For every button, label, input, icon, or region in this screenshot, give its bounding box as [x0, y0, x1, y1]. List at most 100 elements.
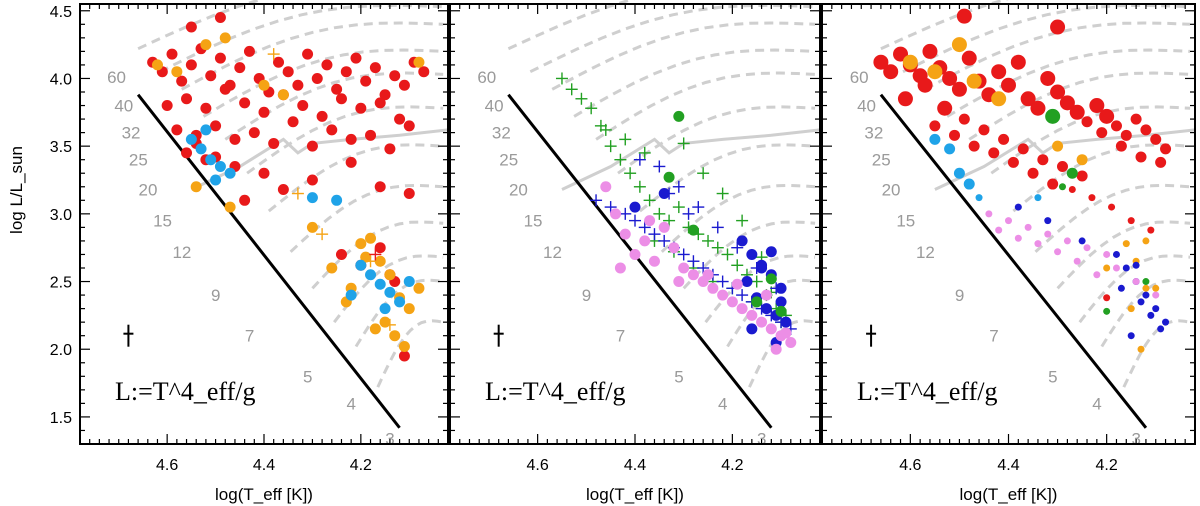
evolution-track — [573, 48, 816, 118]
data-point — [944, 143, 956, 155]
data-point — [258, 167, 270, 179]
data-point — [751, 296, 763, 308]
series-lightblue — [929, 133, 1042, 202]
data-point — [403, 188, 415, 200]
data-point — [736, 303, 748, 315]
data-point — [702, 269, 714, 281]
data-point — [1142, 291, 1150, 299]
series-red-plus — [369, 248, 382, 261]
data-point — [1001, 77, 1016, 93]
data-point — [1034, 194, 1042, 202]
data-point — [214, 160, 226, 172]
data-point — [200, 39, 212, 51]
data-point — [963, 178, 975, 190]
data-point — [687, 269, 699, 281]
data-point — [331, 83, 343, 95]
error-bar — [123, 324, 134, 347]
data-point-plus — [682, 207, 695, 220]
data-point-plus — [750, 275, 763, 288]
data-point — [384, 286, 396, 298]
mass-label: 32 — [864, 124, 883, 143]
mass-label: 7 — [245, 327, 254, 346]
data-point-plus — [638, 146, 651, 159]
data-point — [185, 133, 197, 145]
evolution-track — [924, 21, 1191, 91]
data-point — [306, 174, 318, 186]
y-tick-label: 1.5 — [50, 410, 72, 427]
zams-line — [507, 93, 773, 429]
data-point — [1014, 203, 1022, 211]
mass-label: 9 — [582, 286, 591, 305]
data-point — [345, 156, 357, 168]
mass-label: 60 — [107, 68, 126, 87]
data-point-plus — [369, 248, 382, 261]
data-point — [1099, 108, 1115, 124]
data-point — [1030, 100, 1046, 116]
data-point-plus — [585, 102, 598, 115]
data-point — [374, 255, 386, 267]
data-point — [151, 59, 163, 71]
evolution-track — [968, 71, 1191, 141]
data-point — [258, 106, 270, 118]
series-orange — [151, 32, 425, 353]
evolution-track — [159, 3, 444, 74]
data-point-plus — [565, 83, 578, 96]
series-orange-plus — [267, 48, 396, 331]
data-point-plus — [697, 262, 710, 274]
data-point — [355, 238, 367, 250]
evolution-track — [902, 3, 1191, 74]
data-point — [210, 174, 222, 186]
evolution-track — [376, 319, 444, 388]
data-point — [1103, 294, 1111, 302]
mass-label: 9 — [211, 286, 220, 305]
data-point — [951, 81, 967, 97]
data-point — [287, 116, 299, 128]
data-point — [297, 100, 309, 112]
data-point — [200, 124, 212, 136]
data-point-plus — [677, 137, 690, 150]
data-point — [929, 133, 941, 145]
data-point-plus — [633, 153, 646, 166]
x-tick-label: 4.2 — [721, 457, 743, 474]
data-point — [658, 221, 670, 233]
data-point-plus — [604, 140, 617, 153]
data-point — [1108, 203, 1116, 211]
data-point-plus — [721, 248, 734, 261]
mass-label: 4 — [1092, 394, 1101, 413]
data-point — [1130, 113, 1142, 125]
data-point — [1076, 154, 1088, 166]
mass-label: 9 — [955, 286, 964, 305]
mass-label: 40 — [857, 97, 876, 116]
data-point — [951, 37, 967, 53]
data-point — [600, 181, 612, 193]
data-point — [658, 188, 670, 200]
data-point — [775, 282, 787, 294]
data-point — [369, 62, 381, 74]
formula-annotation: L:=T^4_eff/g — [485, 377, 625, 406]
data-point — [765, 323, 777, 335]
data-point — [668, 242, 680, 254]
x-tick-label: 4.4 — [624, 457, 646, 474]
data-point — [345, 133, 357, 145]
mass-label: 4 — [718, 394, 727, 413]
data-point — [1103, 264, 1111, 272]
data-point — [975, 194, 983, 202]
data-point — [760, 289, 772, 301]
data-point — [413, 56, 425, 68]
series-violet — [985, 210, 1160, 299]
data-point — [1132, 261, 1140, 269]
data-point — [929, 120, 941, 132]
data-point — [1073, 257, 1081, 265]
mass-label: 12 — [172, 243, 191, 262]
data-point-plus — [692, 201, 705, 214]
data-point — [1162, 318, 1170, 326]
data-point — [937, 100, 953, 116]
data-point — [398, 350, 410, 362]
data-point — [394, 296, 406, 308]
error-bar — [493, 324, 504, 347]
data-point-plus — [663, 214, 676, 227]
data-point — [306, 192, 318, 204]
mass-label: 25 — [872, 151, 891, 170]
data-point — [746, 309, 758, 321]
data-point — [374, 97, 386, 109]
